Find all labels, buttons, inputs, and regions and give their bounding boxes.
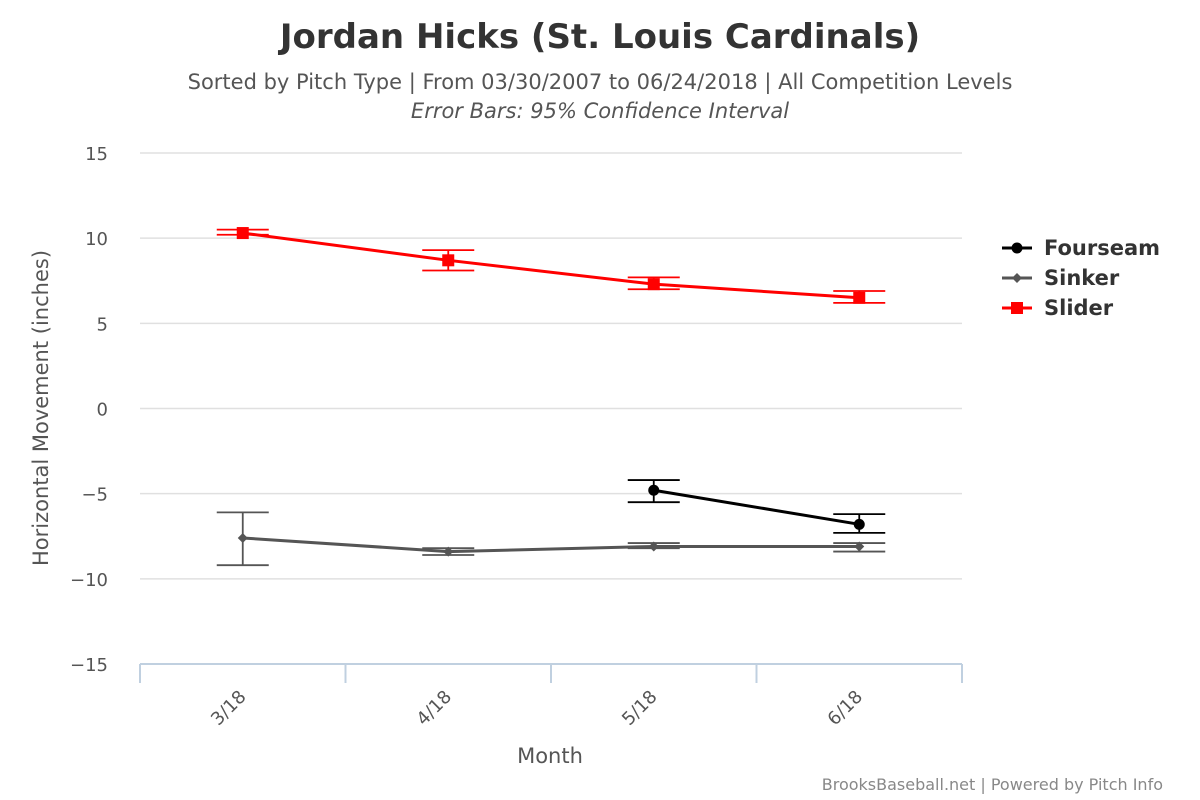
sinker-point [854,541,865,552]
y-tick-label: −15 [70,655,108,676]
y-tick-label: 0 [97,400,108,421]
chart-title: Jordan Hicks (St. Louis Cardinals) [278,17,920,57]
x-tick-label: 6/18 [824,686,867,729]
chart-subtitle: Sorted by Pitch Type | From 03/30/2007 t… [188,70,1013,95]
legend-label-sinker: Sinker [1044,266,1120,290]
x-axis [139,663,963,683]
series-sinker [216,511,886,567]
credits-text[interactable]: BrooksBaseball.net | Powered by Pitch In… [822,775,1163,794]
legend-marker-sinker [1012,273,1022,283]
legend: Fourseam Sinker Slider [1002,236,1160,320]
series-layer [216,227,886,567]
x-tick-label: 5/18 [618,686,661,729]
slider-line [242,231,860,300]
legend-item-slider[interactable]: Slider [1002,296,1114,320]
sinker-point [443,546,454,557]
slider-point [853,291,866,304]
slider-point [442,254,455,267]
x-axis-tick-labels: 3/18 4/18 5/18 6/18 [207,686,867,729]
series-slider [216,227,886,304]
y-axis-title: Horizontal Movement (inches) [29,250,53,566]
legend-item-fourseam[interactable]: Fourseam [1002,236,1160,260]
y-tick-label: 10 [85,229,108,250]
legend-label-slider: Slider [1044,296,1114,320]
legend-marker-fourseam [1011,242,1023,254]
fourseam-line [653,488,860,526]
sinker-line [242,536,860,554]
chart-subtitle-error-bars: Error Bars: 95% Confidence Interval [411,99,789,123]
legend-marker-slider [1011,302,1023,314]
sinker-point [237,532,248,543]
y-tick-label: −10 [70,570,108,591]
legend-label-fourseam: Fourseam [1044,236,1160,260]
sinker-point [648,541,659,552]
y-tick-label: 15 [85,144,108,165]
fourseam-point [648,484,660,496]
x-tick-label: 3/18 [207,686,250,729]
y-axis-tick-labels: 15 10 5 0 −5 −10 −15 [70,144,108,676]
series-fourseam [627,479,886,534]
slider-point [236,227,249,240]
y-tick-label: −5 [81,485,108,506]
fourseam-point [853,518,865,530]
legend-item-sinker[interactable]: Sinker [1002,266,1120,290]
x-tick-label: 4/18 [413,686,456,729]
x-axis-title: Month [517,744,583,768]
slider-point [647,278,660,291]
y-tick-label: 5 [97,314,108,335]
